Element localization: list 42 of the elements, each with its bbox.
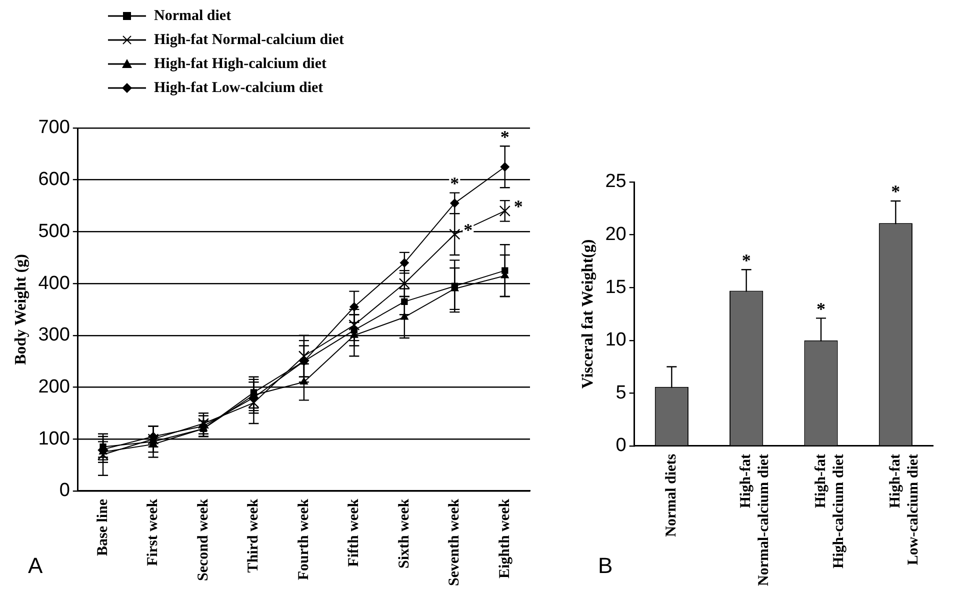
text: B bbox=[598, 553, 613, 578]
y-tick-label: 100 bbox=[38, 428, 70, 450]
y-tick-label: 300 bbox=[38, 324, 70, 346]
y-tick-label: 15 bbox=[605, 276, 626, 298]
y-tick-label: 500 bbox=[38, 220, 70, 242]
y-axis-title: Body Weight (g) bbox=[12, 254, 30, 365]
data-label: * bbox=[891, 182, 900, 202]
y-tick-label: 400 bbox=[38, 272, 70, 294]
data-label: * bbox=[742, 250, 751, 270]
x-tick-label: High-fat Low-calcium diet bbox=[888, 454, 922, 566]
legend-label: High-fat High-calcium diet bbox=[154, 55, 326, 74]
x-tick-label: Fourth week bbox=[296, 498, 312, 580]
y-tick-label: 20 bbox=[605, 224, 626, 246]
x-tick-label: Base line bbox=[94, 498, 111, 556]
x-tick-label: Second week bbox=[195, 498, 212, 582]
y-tick-label: 10 bbox=[605, 330, 626, 351]
legend-label: High-fat Normal-calcium diet bbox=[154, 31, 344, 50]
legend-label: High-fat Low-calcium diet bbox=[154, 79, 324, 98]
x-tick-label: Sixth week bbox=[396, 498, 412, 569]
x-tick-label: High-fat Normal-calcium diet bbox=[738, 454, 772, 586]
y-tick-label: 200 bbox=[38, 376, 70, 398]
legend-label: Normal diet bbox=[154, 7, 232, 26]
data-label: * bbox=[816, 298, 826, 319]
x-tick-label: Eighth week bbox=[496, 498, 513, 579]
y-axis-title: Visceral fat Weight(g) bbox=[580, 239, 597, 389]
x-tick-label: Fifth week bbox=[346, 498, 362, 567]
x-tick-label: Seventh week bbox=[446, 498, 463, 586]
x-tick-label: Normal diets bbox=[664, 454, 680, 537]
x-tick-label: High-fat High-calcium diet bbox=[812, 454, 847, 569]
y-tick-label: 600 bbox=[38, 169, 70, 190]
x-tick-label: Third week bbox=[246, 498, 262, 573]
y-tick-label: 0 bbox=[59, 480, 70, 502]
data-label: * bbox=[464, 220, 473, 240]
data-label: * bbox=[450, 173, 460, 194]
y-tick-label: 0 bbox=[616, 435, 626, 456]
y-tick-label: 700 bbox=[38, 117, 70, 138]
text: A bbox=[28, 553, 43, 578]
data-label: * bbox=[514, 196, 523, 217]
x-tick-label: First week bbox=[145, 498, 162, 566]
data-label: * bbox=[500, 126, 510, 147]
y-tick-label: 5 bbox=[616, 382, 626, 404]
y-tick-label: 25 bbox=[605, 171, 626, 192]
